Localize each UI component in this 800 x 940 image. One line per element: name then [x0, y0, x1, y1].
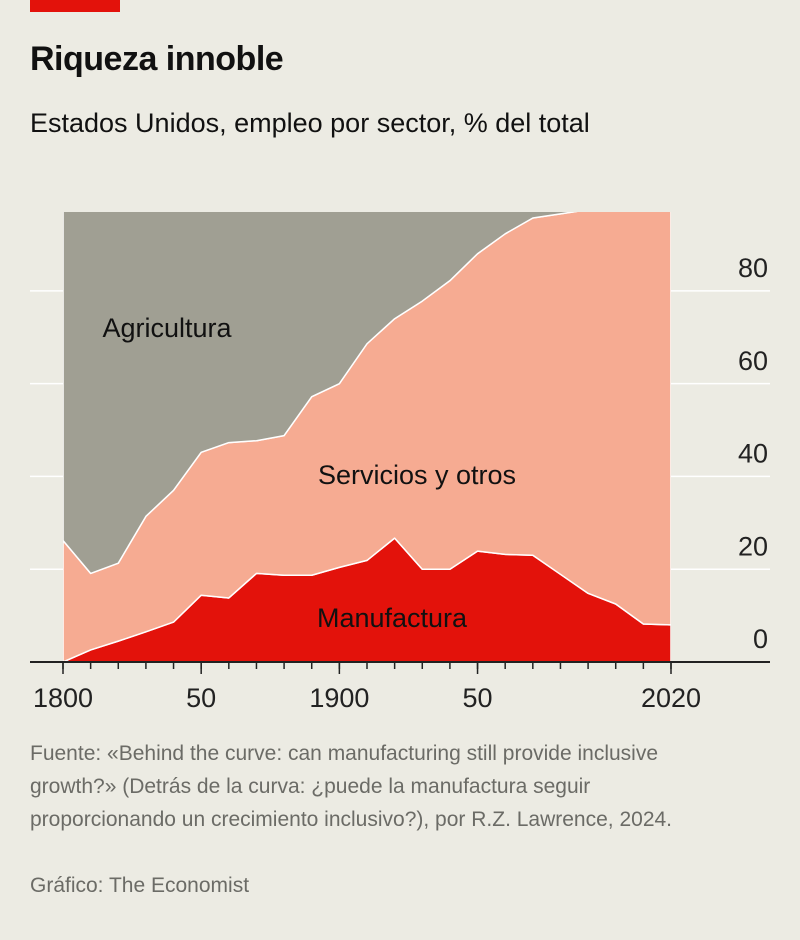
credit: Gráfico: The Economist	[30, 874, 250, 897]
x-tick-label: 2020	[641, 683, 701, 713]
chart: 0 20 40 60 80 Manufactura Servicios y otros Agr…	[30, 212, 770, 713]
chart-subtitle: Estados Unidos, empleo por sector, % del…	[30, 108, 590, 138]
areas	[63, 212, 671, 662]
area-label: Servicios y otros	[318, 460, 516, 490]
area	[63, 212, 578, 575]
chart-title: Riqueza innoble	[30, 40, 284, 78]
brand-bar	[30, 0, 120, 12]
y-tick-label: 40	[738, 439, 768, 469]
y-tick-label: 20	[738, 531, 768, 561]
y-tick-label: 0	[753, 624, 768, 654]
overlay: 0 20 40 60 80 Manufactura Servicios y otros Agr…	[30, 253, 770, 713]
y-tick-label: 60	[738, 346, 768, 376]
x-tick-label: 50	[186, 683, 216, 713]
x-tick-label: 1900	[309, 683, 369, 713]
x-tick-label: 50	[463, 683, 493, 713]
y-tick-label: 80	[738, 253, 768, 283]
area-label: Agricultura	[102, 313, 232, 343]
x-tick-label: 1800	[33, 683, 93, 713]
area-label: Manufactura	[317, 603, 468, 633]
source-note: Fuente: «Behind the curve: can manufactu…	[30, 742, 673, 831]
